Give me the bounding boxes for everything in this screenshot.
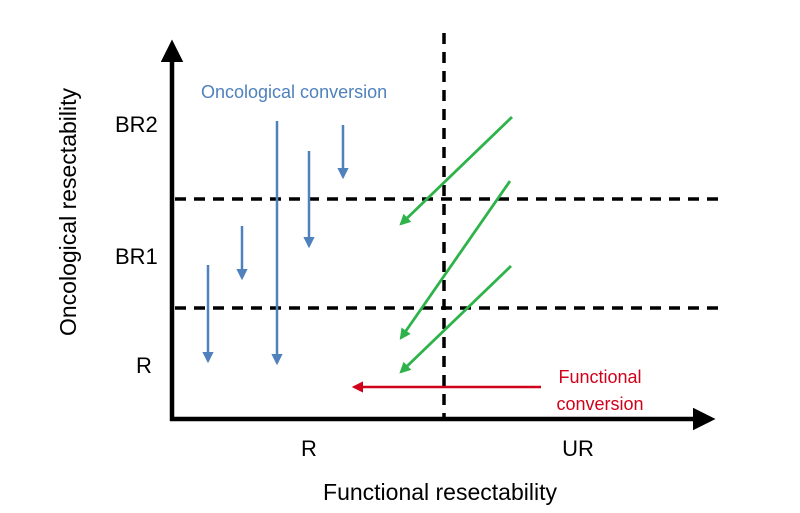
combined-conversion-arrow bbox=[399, 264, 512, 374]
functional-conversion-label-line1: Functional bbox=[558, 367, 641, 387]
oncological-conversion-label: Oncological conversion bbox=[201, 82, 387, 102]
y-tick-br2: BR2 bbox=[115, 112, 158, 137]
x-tick-ur: UR bbox=[562, 436, 594, 461]
x-tick-r: R bbox=[301, 436, 317, 461]
combined-conversion-arrow bbox=[399, 180, 512, 340]
y-tick-r: R bbox=[136, 353, 152, 378]
x-axis-title: Functional resectability bbox=[323, 479, 557, 505]
combined-conversion-arrow bbox=[399, 115, 513, 226]
y-tick-br1: BR1 bbox=[115, 244, 158, 269]
y-axis-title: Oncological resectability bbox=[55, 88, 81, 337]
functional-conversion-label-line2: conversion bbox=[556, 394, 643, 414]
